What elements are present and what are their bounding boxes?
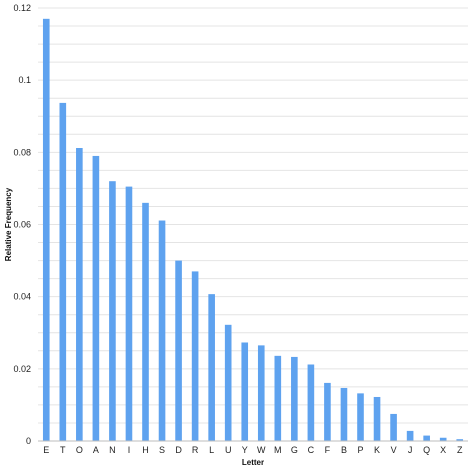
bar-D — [175, 260, 182, 441]
bar-R — [191, 271, 199, 441]
bar-F — [324, 382, 331, 441]
x-tick-label: O — [76, 445, 83, 455]
x-tick-label: R — [192, 445, 199, 455]
x-tick-label: Y — [242, 445, 248, 455]
bar-T — [59, 102, 67, 441]
bar-B — [340, 387, 348, 441]
y-tick-label: 0.08 — [13, 147, 31, 157]
x-tick-label: U — [225, 445, 232, 455]
x-tick-label: P — [357, 445, 363, 455]
x-axis-title: Letter — [242, 458, 264, 467]
bar-W — [257, 345, 265, 441]
y-axis-title: Relative Frequency — [4, 187, 13, 261]
x-tick-label: W — [257, 445, 266, 455]
bar-Z — [456, 439, 464, 441]
bar-C — [307, 364, 315, 441]
bar-X — [439, 437, 447, 441]
x-tick-label: G — [291, 445, 298, 455]
bar-A — [92, 155, 100, 442]
bar-V — [390, 413, 397, 441]
x-tick-label: S — [159, 445, 165, 455]
x-tick-label: Q — [423, 445, 430, 455]
x-tick-label: A — [93, 445, 99, 455]
x-tick-label: Z — [457, 445, 463, 455]
bar-P — [357, 393, 364, 441]
bar-L — [208, 294, 215, 441]
x-tick-label: M — [274, 445, 282, 455]
bar-S — [158, 220, 166, 441]
x-tick-label: K — [374, 445, 380, 455]
y-tick-label: 0.06 — [13, 220, 31, 230]
x-tick-label: E — [43, 445, 49, 455]
bar-Q — [423, 435, 430, 441]
bar-M — [274, 355, 282, 441]
x-tick-label: N — [109, 445, 116, 455]
bar-G — [291, 356, 298, 441]
bar-O — [76, 148, 83, 441]
x-tick-label: J — [408, 445, 413, 455]
x-tick-label: D — [175, 445, 182, 455]
x-tick-label: B — [341, 445, 347, 455]
gridlines — [38, 7, 468, 424]
bar-N — [109, 181, 116, 441]
bar-U — [224, 324, 232, 441]
x-tick-label: V — [391, 445, 397, 455]
bar-J — [406, 430, 414, 441]
x-tick-label: C — [308, 445, 315, 455]
x-tick-label: F — [325, 445, 331, 455]
bar-I — [125, 186, 133, 441]
y-tick-label: 0.1 — [18, 75, 31, 85]
y-tick-label: 0.02 — [13, 364, 31, 374]
x-tick-label: X — [440, 445, 446, 455]
y-tick-label: 0 — [26, 436, 31, 446]
bars — [42, 18, 464, 442]
x-tick-label: L — [209, 445, 214, 455]
y-tick-label: 0.04 — [13, 292, 31, 302]
y-axis-ticks: 0 0.02 0.04 0.06 0.08 0.1 0.12 — [13, 3, 31, 446]
bar-H — [142, 202, 149, 441]
x-tick-label: T — [60, 445, 66, 455]
x-tick-label: I — [128, 445, 131, 455]
bar-K — [373, 396, 381, 441]
y-tick-label: 0.12 — [13, 3, 31, 13]
x-tick-label: H — [142, 445, 149, 455]
bar-E — [42, 18, 50, 441]
bar-Y — [241, 342, 249, 441]
